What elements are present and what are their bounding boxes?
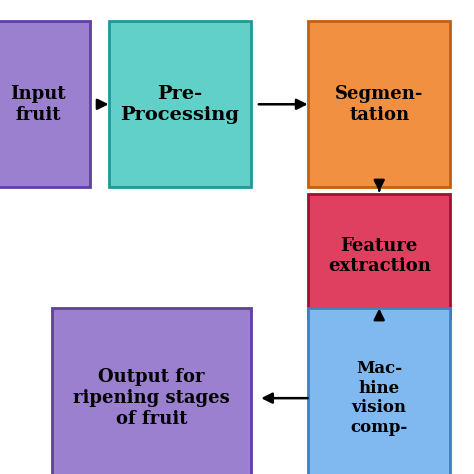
Text: Input
fruit: Input fruit (10, 85, 66, 124)
FancyBboxPatch shape (308, 21, 450, 187)
Text: Mac-
hine
vision
comp-: Mac- hine vision comp- (351, 360, 408, 436)
Text: Pre-
Processing: Pre- Processing (120, 85, 240, 124)
FancyBboxPatch shape (109, 21, 251, 187)
Text: Feature
extraction: Feature extraction (328, 237, 431, 275)
FancyBboxPatch shape (52, 308, 251, 474)
FancyBboxPatch shape (0, 21, 90, 187)
FancyBboxPatch shape (308, 194, 450, 318)
Text: Segmen-
tation: Segmen- tation (335, 85, 423, 124)
FancyBboxPatch shape (308, 308, 450, 474)
Text: Output for
ripening stages
of fruit: Output for ripening stages of fruit (73, 368, 230, 428)
